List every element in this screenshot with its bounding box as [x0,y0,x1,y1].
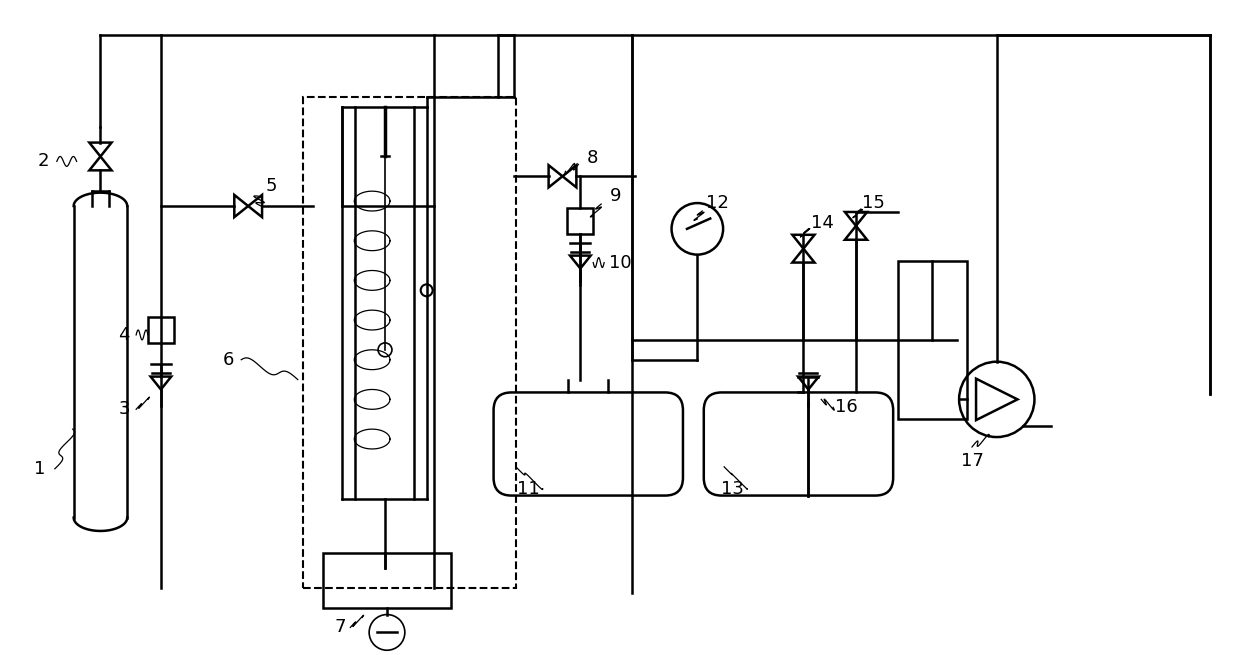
Bar [148,317,174,343]
Text: 14: 14 [811,214,833,232]
Text: 12: 12 [706,194,729,212]
Bar [568,208,593,234]
Text: 11: 11 [517,479,541,498]
Text: 10: 10 [609,253,631,272]
Bar [303,97,516,588]
Text: 4: 4 [119,326,130,344]
Text: 1: 1 [35,460,46,477]
Text: 13: 13 [720,479,744,498]
Text: 9: 9 [610,187,621,205]
Bar [898,261,967,419]
Text: 8: 8 [587,149,598,168]
Text: 15: 15 [862,194,885,212]
Text: 16: 16 [835,398,857,417]
Text: 6: 6 [223,350,234,369]
Text: 7: 7 [335,618,346,637]
Text: 3: 3 [119,400,130,419]
Bar [322,553,451,608]
Text: 5: 5 [265,178,277,195]
Text: 17: 17 [961,452,983,470]
Text: 2: 2 [37,153,48,170]
